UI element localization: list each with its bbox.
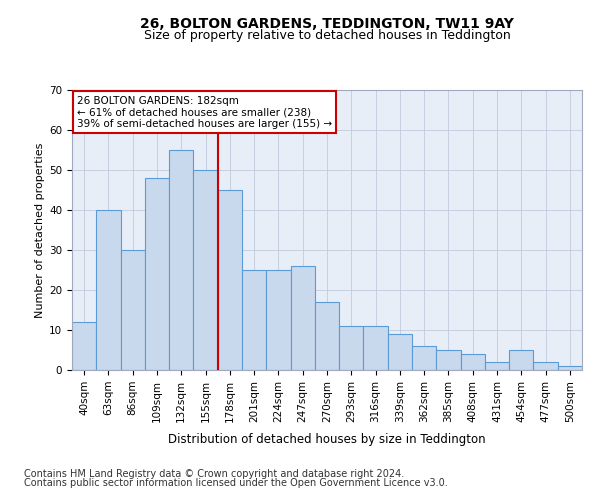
- Bar: [533, 362, 558, 370]
- Bar: [364, 326, 388, 370]
- Bar: [412, 346, 436, 370]
- Bar: [169, 150, 193, 370]
- Bar: [242, 270, 266, 370]
- Text: 26, BOLTON GARDENS, TEDDINGTON, TW11 9AY: 26, BOLTON GARDENS, TEDDINGTON, TW11 9AY: [140, 18, 514, 32]
- Bar: [266, 270, 290, 370]
- Bar: [72, 322, 96, 370]
- Text: Distribution of detached houses by size in Teddington: Distribution of detached houses by size …: [168, 432, 486, 446]
- Bar: [485, 362, 509, 370]
- Bar: [509, 350, 533, 370]
- Text: Contains public sector information licensed under the Open Government Licence v3: Contains public sector information licen…: [24, 478, 448, 488]
- Bar: [315, 302, 339, 370]
- Bar: [218, 190, 242, 370]
- Text: Contains HM Land Registry data © Crown copyright and database right 2024.: Contains HM Land Registry data © Crown c…: [24, 469, 404, 479]
- Bar: [436, 350, 461, 370]
- Text: 26 BOLTON GARDENS: 182sqm
← 61% of detached houses are smaller (238)
39% of semi: 26 BOLTON GARDENS: 182sqm ← 61% of detac…: [77, 96, 332, 129]
- Bar: [339, 326, 364, 370]
- Bar: [96, 210, 121, 370]
- Bar: [290, 266, 315, 370]
- Bar: [388, 334, 412, 370]
- Text: Size of property relative to detached houses in Teddington: Size of property relative to detached ho…: [143, 29, 511, 42]
- Bar: [193, 170, 218, 370]
- Bar: [145, 178, 169, 370]
- Y-axis label: Number of detached properties: Number of detached properties: [35, 142, 45, 318]
- Bar: [558, 366, 582, 370]
- Bar: [121, 250, 145, 370]
- Bar: [461, 354, 485, 370]
